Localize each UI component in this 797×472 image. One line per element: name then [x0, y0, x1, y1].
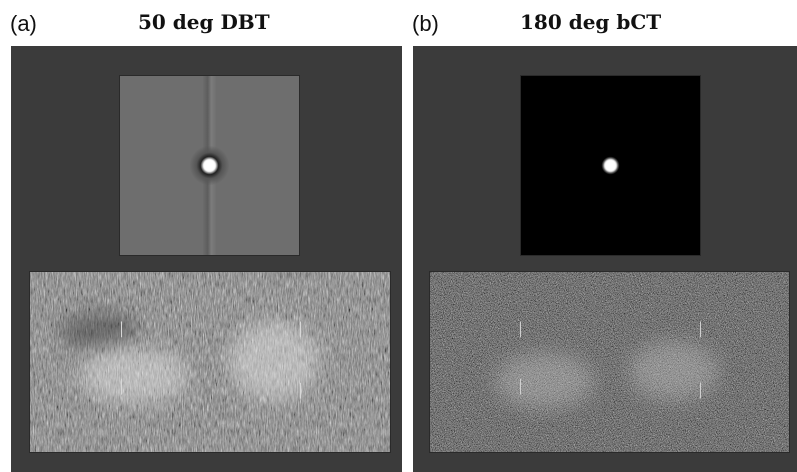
dbt-point-spread-image — [119, 75, 300, 256]
panel-a-title: 50 deg DBT — [138, 10, 270, 34]
bct-texture-svg — [430, 272, 789, 452]
panel-b-letter: (b) — [412, 11, 439, 36]
panel-b-title: 180 deg bCT — [520, 10, 662, 34]
bct-mammography-slice — [429, 271, 790, 453]
panel-b-bct — [413, 46, 797, 472]
dbt-texture-svg — [30, 272, 390, 452]
bct-point-spread-image — [520, 75, 701, 256]
panel-a-dbt — [11, 46, 402, 472]
dbt-mammography-slice — [29, 271, 391, 453]
panel-a-letter: (a) — [10, 11, 37, 36]
